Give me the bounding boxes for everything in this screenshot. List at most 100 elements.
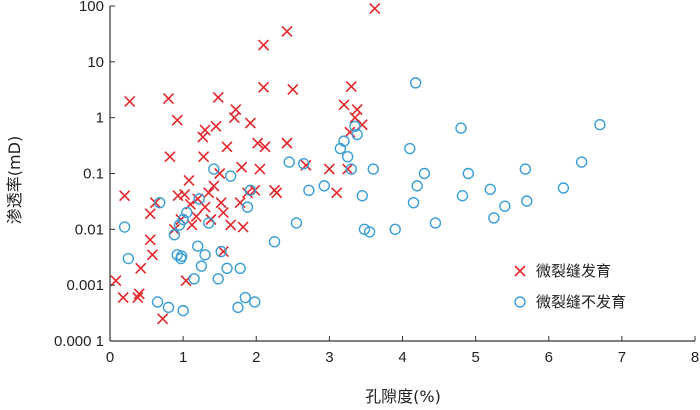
circle-marker-point: [168, 229, 181, 241]
circle-marker-point: [351, 128, 363, 141]
y-tick-label: 1: [96, 110, 104, 127]
circle-marker-point: [389, 223, 401, 236]
circle-marker-point: [575, 156, 588, 168]
circle-marker-point: [290, 217, 303, 229]
circle-marker-point: [203, 217, 215, 229]
y-axis-title: 渗透率(mD): [5, 136, 24, 224]
x-marker-point: [281, 25, 293, 38]
circle-marker-point: [521, 195, 533, 207]
y-tick-label: 100: [79, 0, 104, 15]
x-marker-point: [230, 103, 242, 116]
y-tick-label: 0.1: [83, 166, 104, 183]
x-tick-label: 6: [545, 349, 553, 366]
x-marker-point: [281, 137, 293, 149]
x-marker-point: [186, 219, 198, 231]
x-tick-label: 7: [618, 349, 626, 366]
circle-marker-point: [224, 170, 237, 182]
x-marker-point: [369, 2, 381, 15]
x-marker-point: [342, 163, 354, 175]
x-marker-point: [257, 81, 270, 93]
x-tick-label: 5: [471, 349, 479, 366]
legend-x-icon: [514, 265, 526, 277]
legend-label: 微裂缝发育: [536, 262, 611, 280]
y-tick-label: 10: [87, 54, 104, 71]
circle-marker-point: [363, 226, 376, 238]
circle-marker-point: [232, 301, 244, 314]
x-marker-point: [199, 124, 211, 136]
x-marker-point: [241, 187, 254, 199]
x-marker-point: [135, 262, 147, 274]
circle-marker-point: [303, 184, 315, 197]
circle-marker-point: [244, 184, 257, 197]
circle-marker-point: [154, 196, 166, 209]
circle-marker-point: [177, 213, 189, 226]
series-undeveloped: [118, 77, 606, 317]
x-marker-point: [356, 119, 368, 131]
circle-marker-point: [367, 163, 379, 175]
x-marker-point: [124, 95, 136, 108]
circle-marker-point: [298, 157, 310, 170]
circle-marker-point: [268, 236, 281, 248]
circle-marker-point: [418, 167, 431, 180]
x-marker-point: [217, 245, 229, 258]
x-marker-point: [237, 221, 249, 233]
x-marker-point: [338, 99, 350, 111]
circle-marker-point: [557, 182, 570, 194]
circle-marker-point: [181, 206, 193, 219]
circle-marker-point: [404, 142, 416, 155]
x-marker-point: [331, 187, 343, 199]
circle-marker-point: [429, 217, 442, 229]
x-marker-point: [208, 180, 220, 192]
x-marker-point: [110, 275, 122, 287]
circle-marker-point: [488, 212, 500, 224]
x-marker-point: [212, 91, 224, 104]
x-marker-point: [271, 187, 283, 199]
circle-marker-point: [456, 190, 469, 202]
x-tick-label: 2: [252, 349, 260, 366]
circle-marker-point: [462, 167, 475, 180]
x-marker-point: [259, 141, 271, 153]
x-marker-point: [210, 120, 222, 132]
circle-marker-point: [594, 118, 606, 131]
x-marker-point: [252, 137, 264, 149]
circle-marker-point: [249, 296, 261, 308]
x-marker-point: [254, 163, 266, 175]
circle-marker-point: [195, 260, 208, 272]
x-marker-point: [257, 39, 270, 51]
circle-marker-point: [221, 262, 233, 275]
legend-label: 微裂缝不发育: [536, 293, 626, 311]
x-marker-point: [225, 219, 237, 231]
x-marker-point: [146, 249, 158, 261]
x-tick-label: 0: [106, 349, 114, 366]
circle-marker-point: [193, 193, 205, 205]
circle-marker-point: [199, 249, 211, 261]
series-developed: [110, 2, 381, 325]
circle-marker-point: [175, 250, 188, 262]
x-marker-point: [344, 126, 356, 138]
x-marker-point: [144, 208, 156, 220]
circle-marker-point: [341, 150, 354, 163]
circle-marker-point: [484, 183, 496, 196]
x-marker-point: [244, 117, 256, 129]
circle-marker-point: [455, 122, 467, 134]
x-marker-point: [234, 197, 246, 209]
x-marker-point: [190, 210, 202, 223]
x-marker-point: [119, 190, 131, 202]
x-marker-point: [171, 114, 183, 126]
circle-marker-point: [356, 190, 368, 202]
y-tick-label: 0.01: [75, 221, 104, 238]
circle-marker-point: [177, 304, 189, 317]
x-marker-point: [162, 92, 175, 105]
x-axis-title: 孔隙度(%): [365, 387, 441, 406]
x-marker-point: [214, 167, 226, 180]
circle-marker-point: [409, 77, 422, 89]
plot-area: [110, 2, 606, 325]
circle-marker-point: [283, 156, 295, 168]
x-marker-point: [197, 131, 209, 143]
circle-marker-point: [499, 200, 511, 212]
circle-marker-point: [407, 196, 420, 209]
x-marker-point: [323, 163, 335, 175]
circle-marker-point: [118, 221, 131, 233]
y-tick-label: 0.001: [66, 277, 104, 294]
x-marker-point: [132, 291, 144, 304]
